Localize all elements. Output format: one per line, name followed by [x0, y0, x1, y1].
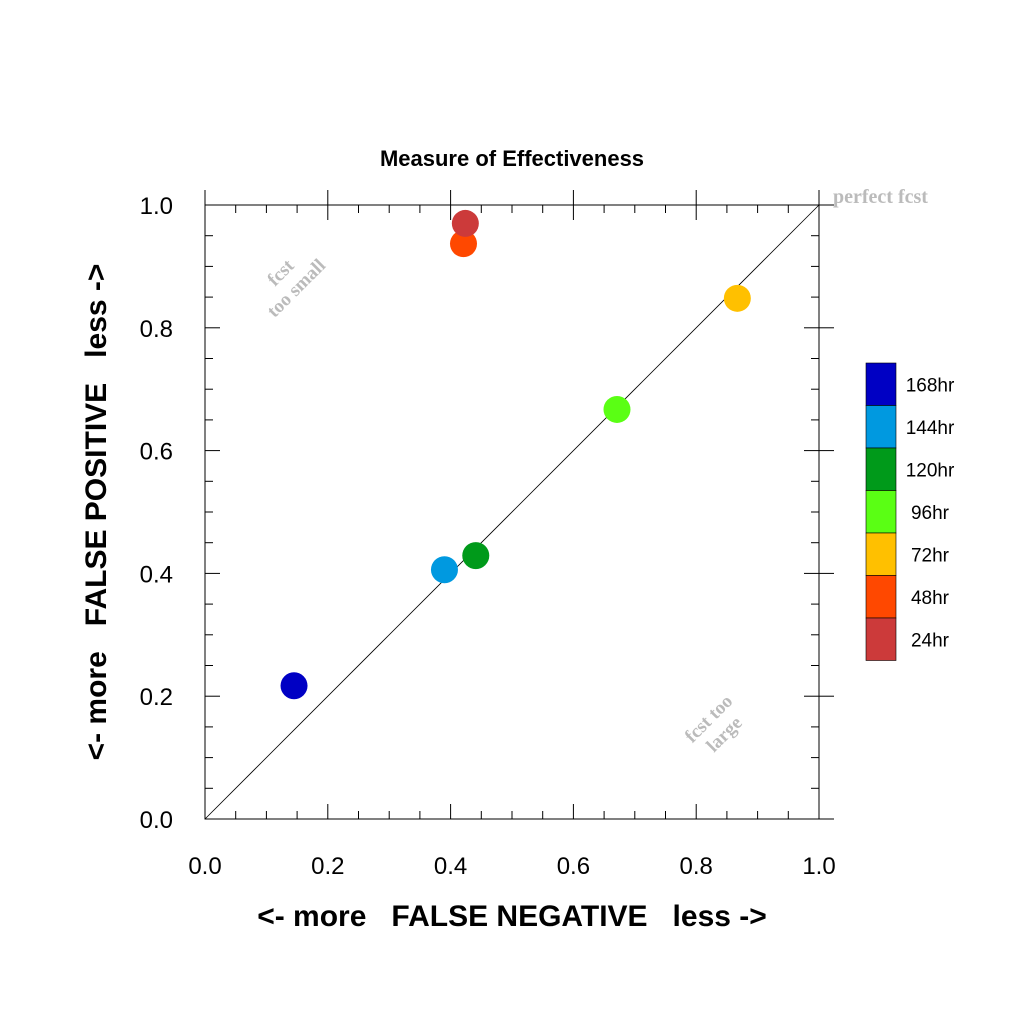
x-tick-label: 0.6 — [557, 853, 590, 880]
legend-label-48hr: 48hr — [911, 588, 950, 609]
legend-swatch-72hr — [865, 532, 897, 576]
legend-label-168hr: 168hr — [906, 375, 955, 396]
point-144hr — [430, 556, 458, 584]
x-tick-label: 0.2 — [311, 853, 344, 880]
y-tick-label: 0.0 — [140, 807, 173, 834]
point-168hr — [280, 672, 308, 700]
legend-swatch-96hr — [865, 490, 897, 534]
legend-swatch-24hr — [865, 617, 897, 661]
legend: 168hr 144hr 120hr 96hr 72hr 48hr 24hr — [865, 362, 955, 661]
legend-swatch-120hr — [865, 447, 897, 491]
legend-swatch-168hr — [865, 362, 897, 406]
x-axis-label: <- more FALSE NEGATIVE less -> — [257, 900, 767, 933]
point-96hr — [603, 395, 631, 423]
x-tick-label: 0.8 — [680, 853, 713, 880]
point-120hr — [462, 542, 490, 570]
point-48hr — [449, 230, 477, 258]
x-tick-label: 1.0 — [802, 853, 835, 880]
legend-label-144hr: 144hr — [906, 418, 955, 439]
point-72hr — [723, 284, 751, 312]
y-tick-label: 0.8 — [140, 316, 173, 343]
x-tick-labels: 0.0 0.2 0.4 0.6 0.8 1.0 — [188, 853, 835, 880]
legend-label-24hr: 24hr — [911, 630, 950, 651]
data-points — [280, 209, 751, 700]
x-tick-label: 0.4 — [434, 853, 467, 880]
legend-label-72hr: 72hr — [911, 545, 950, 566]
annotation-forecast-too-large: fcst too large — [681, 691, 747, 757]
annotation-perfect-forecast: perfect fcst — [833, 186, 928, 208]
annotation-forecast-too-small: fcst too small — [263, 255, 330, 322]
chart-title: Measure of Effectiveness — [380, 146, 644, 171]
plot-frame — [204, 204, 820, 820]
y-axis-label: <- more FALSE POSITIVE less -> — [80, 264, 113, 761]
legend-swatch-144hr — [865, 405, 897, 449]
legend-label-96hr: 96hr — [911, 503, 950, 524]
x-tick-label: 0.0 — [188, 853, 221, 880]
axis-ticks — [204, 190, 834, 820]
y-tick-label: 0.2 — [140, 684, 173, 711]
y-tick-label: 0.4 — [140, 561, 173, 588]
y-tick-label: 0.6 — [140, 439, 173, 466]
legend-swatch-48hr — [865, 575, 897, 619]
y-tick-labels: 0.0 0.2 0.4 0.6 0.8 1.0 — [140, 193, 173, 834]
point-24hr — [451, 209, 479, 237]
legend-label-120hr: 120hr — [906, 460, 955, 481]
y-tick-label: 1.0 — [140, 193, 173, 220]
perfect-forecast-diagonal — [204, 204, 820, 820]
